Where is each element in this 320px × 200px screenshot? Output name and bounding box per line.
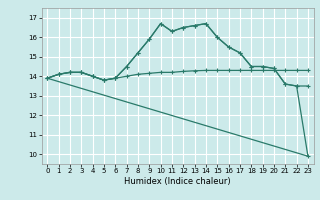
X-axis label: Humidex (Indice chaleur): Humidex (Indice chaleur) [124, 177, 231, 186]
